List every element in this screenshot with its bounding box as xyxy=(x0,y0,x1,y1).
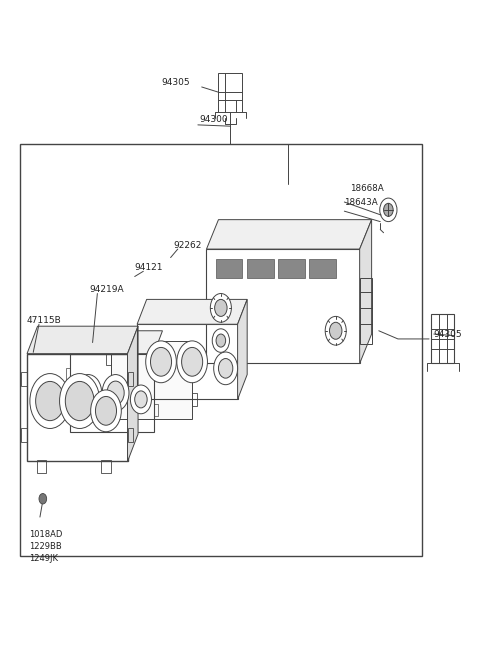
Text: 47115B: 47115B xyxy=(27,316,62,326)
Polygon shape xyxy=(128,326,138,462)
Circle shape xyxy=(30,373,70,428)
Circle shape xyxy=(96,396,117,425)
Text: 94305: 94305 xyxy=(434,329,462,339)
Bar xyxy=(206,249,360,364)
Circle shape xyxy=(146,341,176,383)
Bar xyxy=(36,460,46,474)
Circle shape xyxy=(60,373,100,428)
Text: 1249JK: 1249JK xyxy=(29,554,59,563)
Bar xyxy=(101,460,111,474)
Text: 92262: 92262 xyxy=(173,241,202,250)
Text: 1229BB: 1229BB xyxy=(29,542,62,551)
Circle shape xyxy=(75,375,102,411)
Text: 94305: 94305 xyxy=(161,78,190,87)
Circle shape xyxy=(181,347,203,376)
Bar xyxy=(128,428,133,442)
Bar xyxy=(70,354,154,432)
Circle shape xyxy=(218,358,233,378)
Circle shape xyxy=(135,391,147,408)
Bar xyxy=(247,259,274,278)
Bar xyxy=(432,314,455,364)
Text: 94219A: 94219A xyxy=(89,285,124,294)
Circle shape xyxy=(329,322,342,339)
Bar xyxy=(192,393,197,406)
Bar xyxy=(27,354,128,462)
Circle shape xyxy=(215,299,227,316)
Circle shape xyxy=(210,293,231,322)
Circle shape xyxy=(36,381,64,421)
Circle shape xyxy=(212,329,229,352)
Bar xyxy=(278,259,305,278)
Text: 1018AD: 1018AD xyxy=(29,529,63,538)
Circle shape xyxy=(216,334,226,347)
Circle shape xyxy=(325,316,346,345)
Circle shape xyxy=(151,347,171,376)
Circle shape xyxy=(177,341,207,383)
Text: 94300: 94300 xyxy=(199,115,228,124)
Circle shape xyxy=(102,375,129,411)
Bar xyxy=(360,278,372,344)
Polygon shape xyxy=(206,219,372,249)
Bar xyxy=(137,324,238,400)
Bar xyxy=(21,372,27,386)
Circle shape xyxy=(39,493,47,504)
Polygon shape xyxy=(238,299,247,400)
Bar xyxy=(20,145,422,556)
Circle shape xyxy=(131,385,152,414)
Circle shape xyxy=(80,381,97,405)
Circle shape xyxy=(65,381,94,421)
Circle shape xyxy=(91,390,121,432)
Bar xyxy=(218,73,242,112)
Text: 18643A: 18643A xyxy=(344,198,378,206)
Bar xyxy=(310,259,336,278)
Bar xyxy=(154,368,157,380)
Circle shape xyxy=(380,198,397,221)
Bar xyxy=(66,368,70,380)
Bar xyxy=(66,404,70,416)
Bar xyxy=(21,428,27,442)
Bar xyxy=(192,352,197,365)
Circle shape xyxy=(384,203,393,216)
Text: 18668A: 18668A xyxy=(350,185,384,193)
Bar xyxy=(106,352,111,365)
Polygon shape xyxy=(137,299,247,324)
Polygon shape xyxy=(70,331,162,354)
Polygon shape xyxy=(27,326,138,354)
Bar xyxy=(216,259,242,278)
Bar xyxy=(111,341,192,419)
Polygon shape xyxy=(360,219,372,364)
Bar xyxy=(128,372,133,386)
Bar xyxy=(106,393,111,406)
Circle shape xyxy=(107,381,124,405)
Circle shape xyxy=(214,352,238,384)
Text: 94121: 94121 xyxy=(135,263,163,272)
Bar xyxy=(154,404,157,416)
